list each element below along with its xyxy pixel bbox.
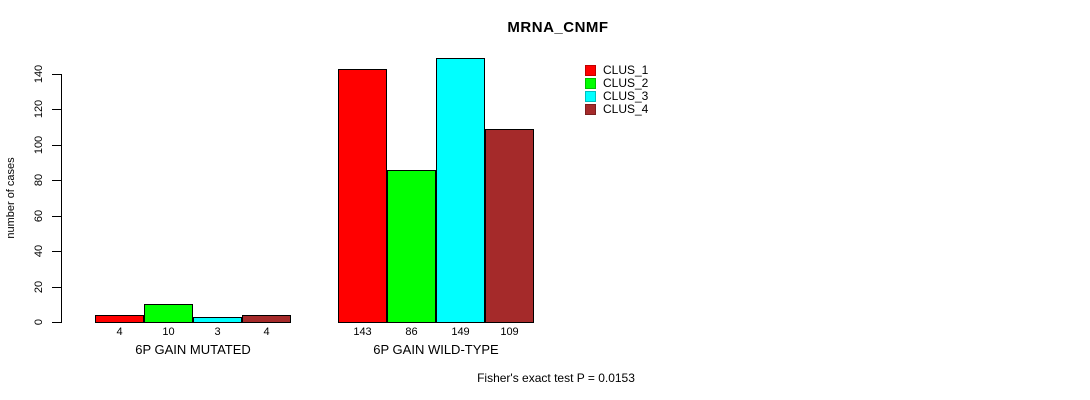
- chart-title: MRNA_CNMF: [507, 19, 609, 36]
- legend-label: CLUS_3: [603, 89, 649, 103]
- y-tick-label: 80: [33, 174, 45, 187]
- y-tick-mark: [52, 109, 61, 111]
- bar-clus_3-mutated: [193, 317, 242, 323]
- bar-value-label: 149: [451, 326, 470, 338]
- legend-label: CLUS_4: [603, 102, 649, 116]
- legend-label: CLUS_1: [603, 63, 649, 77]
- legend-swatch-icon: [585, 91, 596, 102]
- y-tick-label: 40: [33, 245, 45, 258]
- x-category-label: 6P GAIN MUTATED: [135, 342, 251, 357]
- bar-value-label: 143: [353, 326, 372, 338]
- y-tick-label: 100: [33, 135, 45, 155]
- bar-value-label: 109: [500, 326, 519, 338]
- fisher-test-note: Fisher's exact test P = 0.0153: [477, 371, 635, 385]
- x-category-label: 6P GAIN WILD-TYPE: [373, 342, 499, 357]
- y-tick-mark: [52, 251, 61, 253]
- bar-clus_4-mutated: [242, 315, 291, 323]
- y-tick-mark: [52, 286, 61, 288]
- y-tick-label: 140: [33, 64, 45, 84]
- bar-clus_2-wild-type: [387, 170, 436, 323]
- y-tick-mark: [52, 215, 61, 217]
- legend-swatch-icon: [585, 104, 596, 115]
- bar-value-label: 10: [162, 326, 175, 338]
- y-tick-mark: [52, 180, 61, 182]
- y-axis-line: [61, 74, 62, 323]
- y-tick-mark: [52, 322, 61, 323]
- legend-label: CLUS_2: [603, 76, 649, 90]
- bar-clus_4-wild-type: [485, 129, 534, 323]
- legend-swatch-icon: [585, 65, 596, 76]
- y-tick-label: 120: [33, 100, 45, 119]
- y-tick-label: 60: [33, 209, 45, 222]
- y-axis-title: number of cases: [5, 157, 17, 239]
- legend-swatch-icon: [585, 78, 596, 89]
- y-tick-label: 20: [33, 280, 45, 293]
- bar-clus_2-mutated: [144, 304, 193, 323]
- bar-clus_3-wild-type: [436, 58, 485, 323]
- bar-value-label: 4: [263, 326, 270, 338]
- y-tick-mark: [52, 74, 61, 75]
- bar-value-label: 4: [116, 326, 123, 338]
- bar-value-label: 86: [405, 326, 418, 338]
- y-tick-mark: [52, 144, 61, 146]
- bar-clus_1-mutated: [95, 315, 144, 323]
- bar-value-label: 3: [214, 326, 221, 338]
- bar-clus_1-wild-type: [338, 69, 387, 323]
- y-tick-label: 0: [33, 318, 45, 326]
